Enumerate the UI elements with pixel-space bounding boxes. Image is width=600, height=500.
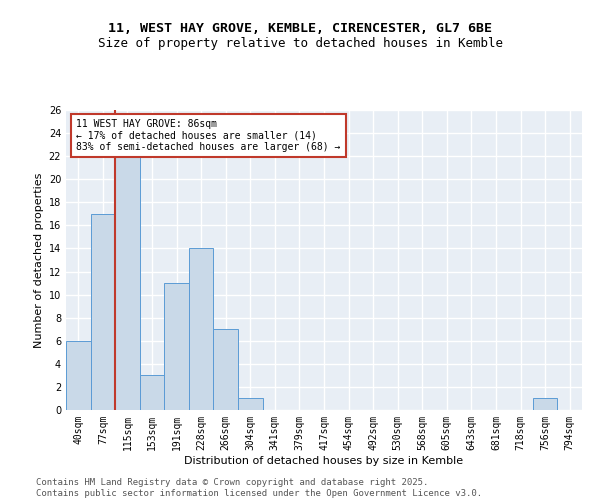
Bar (91, 214, 115, 410)
Bar (214, 329, 238, 410)
Text: Size of property relative to detached houses in Kemble: Size of property relative to detached ho… (97, 38, 503, 51)
Bar (164, 283, 189, 410)
Bar (140, 376, 164, 410)
Y-axis label: Number of detached properties: Number of detached properties (34, 172, 44, 348)
Bar (238, 398, 263, 410)
Text: 11, WEST HAY GROVE, KEMBLE, CIRENCESTER, GL7 6BE: 11, WEST HAY GROVE, KEMBLE, CIRENCESTER,… (108, 22, 492, 36)
Text: Contains HM Land Registry data © Crown copyright and database right 2025.
Contai: Contains HM Land Registry data © Crown c… (36, 478, 482, 498)
Bar (189, 248, 214, 410)
Text: 11 WEST HAY GROVE: 86sqm
← 17% of detached houses are smaller (14)
83% of semi-d: 11 WEST HAY GROVE: 86sqm ← 17% of detach… (76, 119, 341, 152)
Bar (115, 156, 140, 410)
X-axis label: Distribution of detached houses by size in Kemble: Distribution of detached houses by size … (184, 456, 464, 466)
Bar (533, 398, 557, 410)
Bar (66, 341, 91, 410)
